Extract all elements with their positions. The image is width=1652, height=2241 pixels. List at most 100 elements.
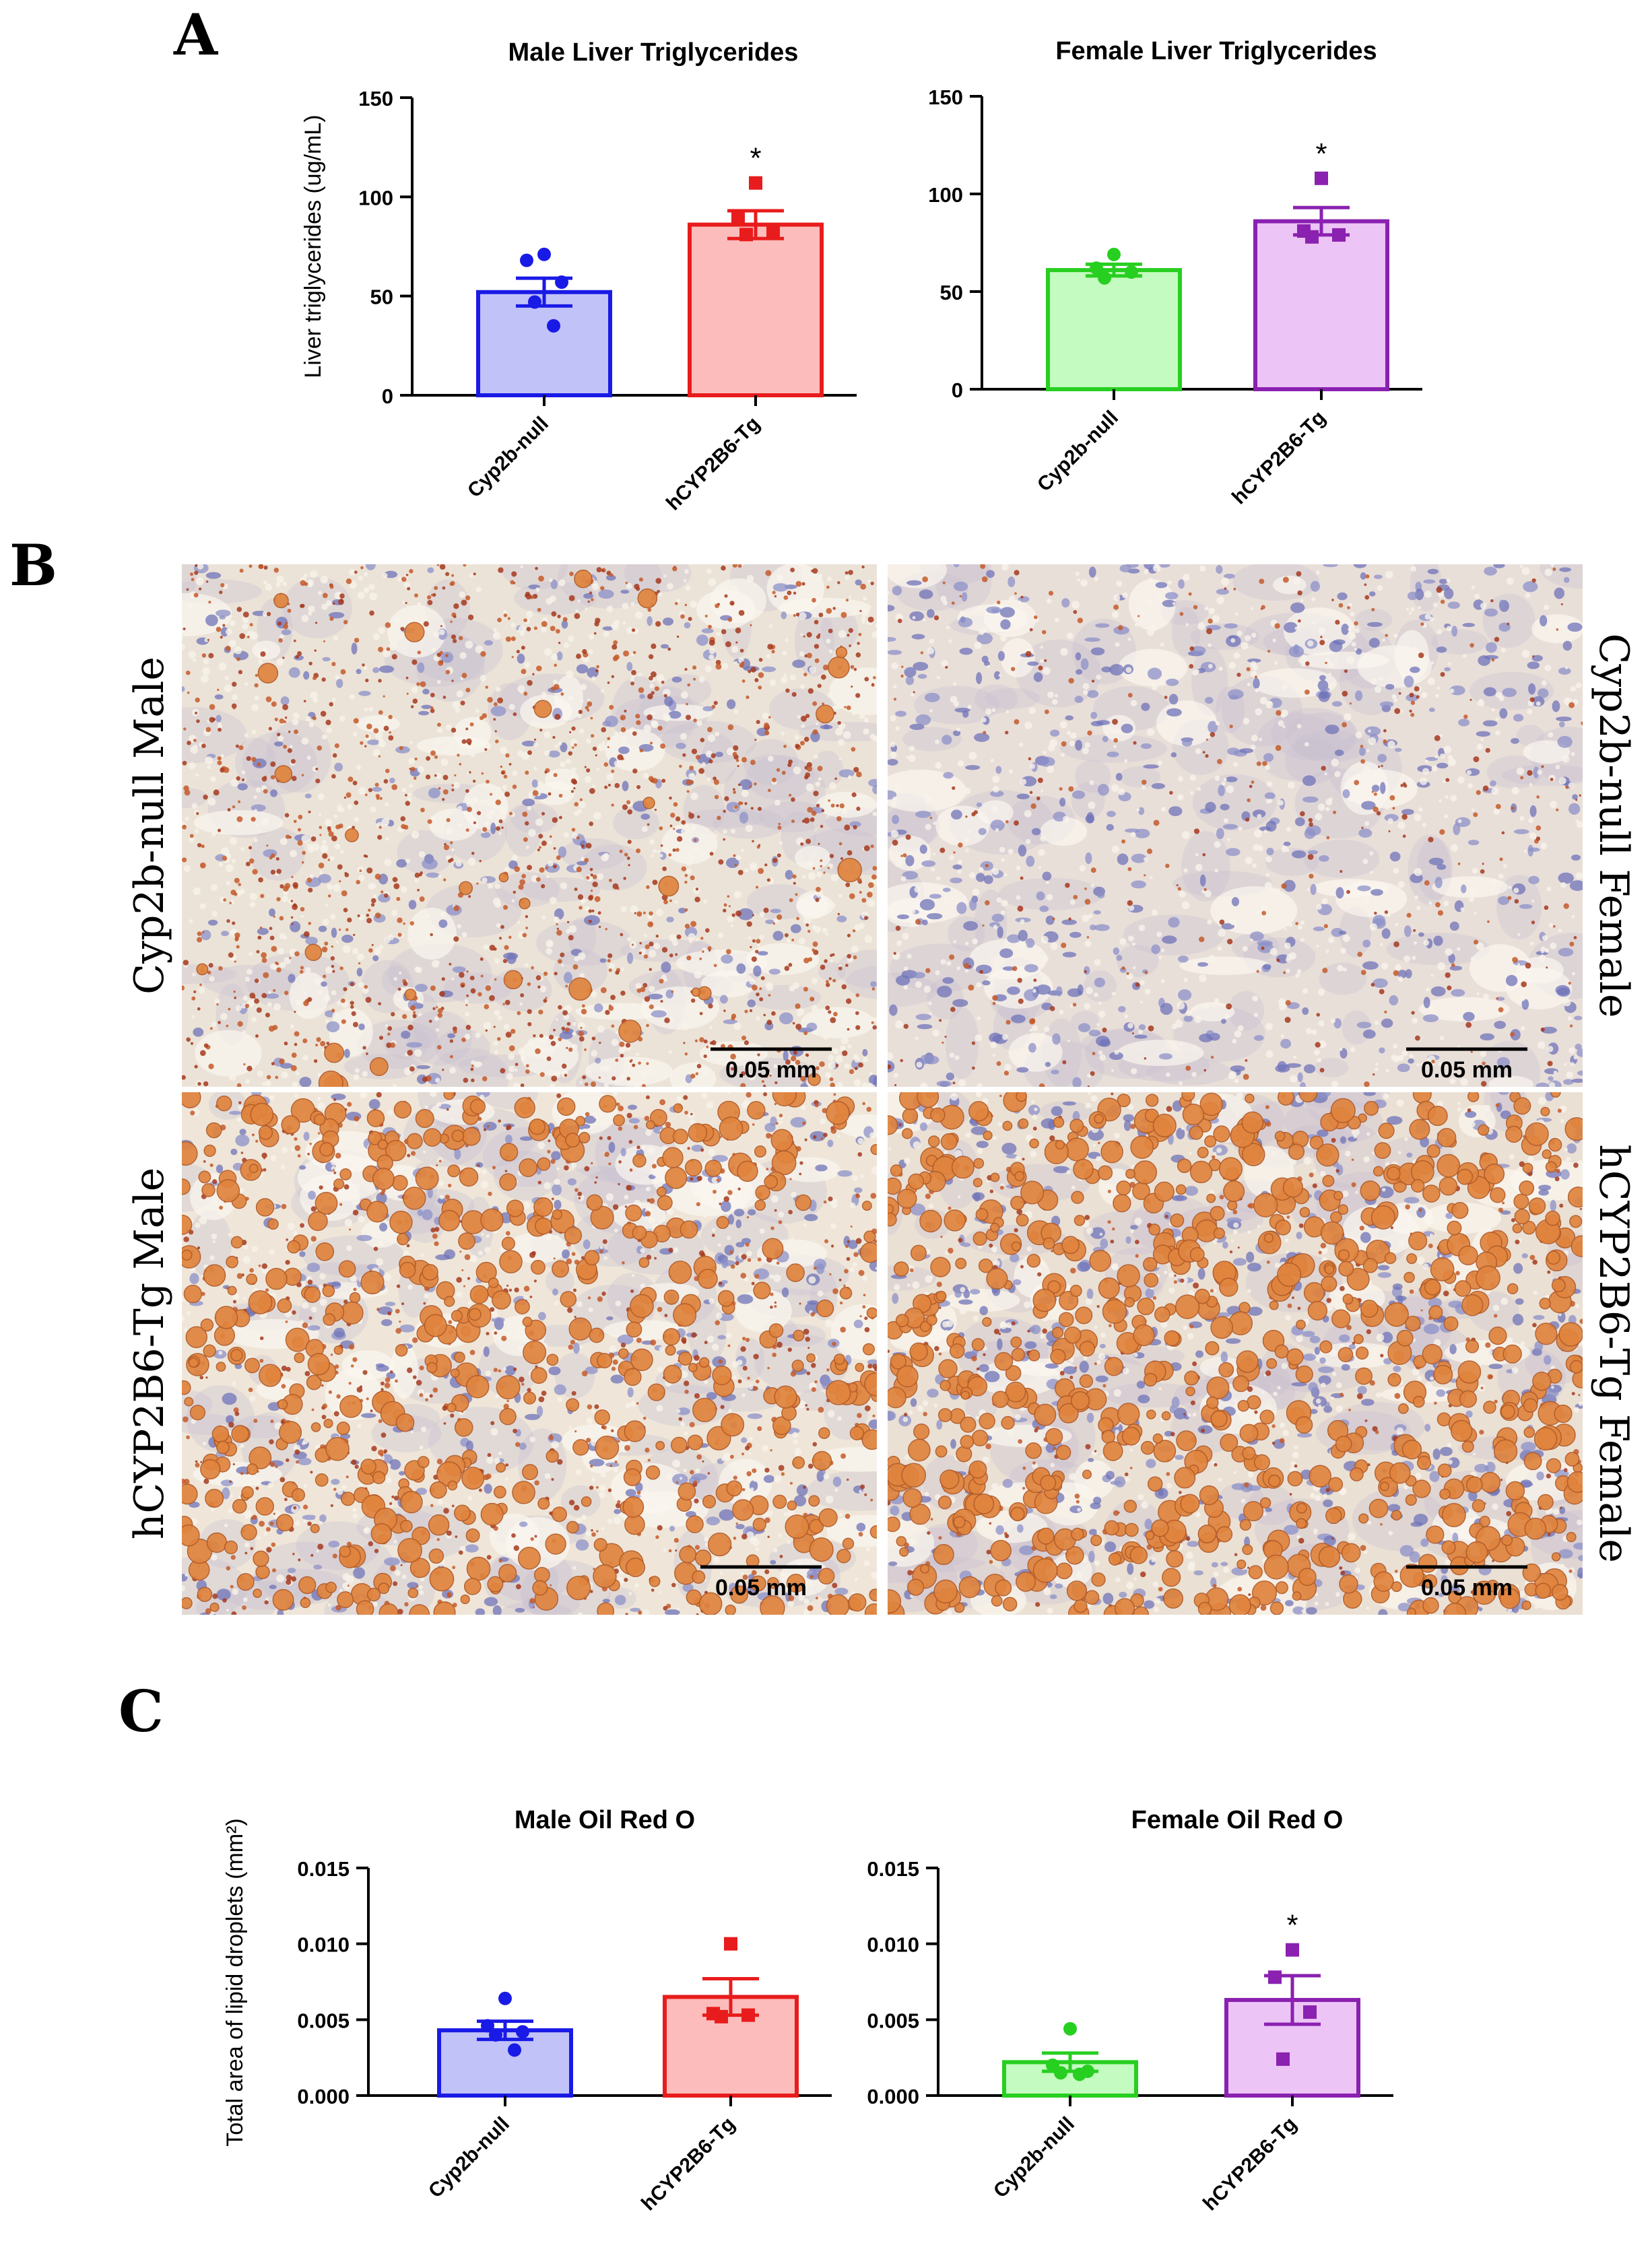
nucleus xyxy=(1455,817,1471,828)
lipid-dot xyxy=(642,982,648,988)
lipid-dot xyxy=(796,916,799,921)
lipid-dot xyxy=(556,923,558,926)
vacuole xyxy=(1150,624,1158,632)
vacuole xyxy=(1234,1030,1242,1038)
nucleus xyxy=(1181,739,1193,747)
lipid-dot xyxy=(758,867,764,874)
lipid-dot xyxy=(867,882,874,888)
nucleus xyxy=(1449,685,1465,696)
nucleus xyxy=(401,1030,411,1039)
lipid-dot xyxy=(730,1067,734,1071)
nucleus xyxy=(873,1076,877,1087)
vacuole xyxy=(310,691,318,700)
vacuole xyxy=(434,1016,440,1022)
lipid-dot xyxy=(233,990,236,993)
nucleus xyxy=(1165,678,1179,686)
vacuole xyxy=(251,999,255,1003)
lipid-dot xyxy=(632,1063,636,1067)
vacuole xyxy=(730,924,734,927)
vacuole xyxy=(1429,616,1434,622)
nucleus xyxy=(608,1141,616,1153)
vacuole xyxy=(593,811,601,820)
lipid-dot xyxy=(636,784,641,789)
nucleus xyxy=(963,921,979,931)
lipid-dot xyxy=(412,1013,417,1018)
nucleus xyxy=(189,1273,199,1285)
lipid-dot xyxy=(1394,708,1401,714)
lipid-dot xyxy=(1308,817,1313,823)
nucleus xyxy=(1428,707,1435,712)
vacuole xyxy=(647,1069,653,1075)
vacuole xyxy=(835,727,843,736)
lipid-dot xyxy=(812,941,818,947)
lipid-dot xyxy=(545,997,548,999)
lipid-dot xyxy=(1029,628,1033,632)
vacuole xyxy=(958,760,962,766)
data-point xyxy=(508,2043,521,2057)
lipid-dot xyxy=(238,800,241,803)
vacuole xyxy=(941,660,948,667)
vacuole xyxy=(1508,885,1512,890)
lipid-dot xyxy=(601,727,607,733)
vacuole xyxy=(733,891,741,899)
vacuole xyxy=(869,1072,873,1075)
nucleus xyxy=(837,1170,853,1177)
nucleus xyxy=(849,821,861,828)
vacuole xyxy=(1127,1022,1133,1029)
vacuole xyxy=(1517,933,1521,936)
lipid-dot xyxy=(758,672,764,678)
vacuole xyxy=(1195,748,1201,755)
vacuole xyxy=(838,894,842,898)
vacuole xyxy=(1553,638,1558,643)
lipid-dot xyxy=(985,900,990,906)
lipid-droplet xyxy=(324,1042,345,1063)
lipid-dot xyxy=(222,855,228,861)
vacuole xyxy=(268,991,271,995)
lipid-dot xyxy=(498,700,502,703)
vacuole xyxy=(1141,785,1146,790)
vacuole xyxy=(1457,947,1461,951)
nucleus xyxy=(1575,1043,1582,1050)
lipid-dot xyxy=(845,964,849,967)
lipid-dot xyxy=(1141,779,1147,785)
vacuole xyxy=(684,569,689,574)
nucleus xyxy=(306,1263,321,1273)
nucleus xyxy=(1505,974,1518,986)
vacuole xyxy=(923,985,931,993)
lipid-dot xyxy=(189,834,194,838)
lipid-dot xyxy=(1392,807,1395,810)
vacuole xyxy=(768,624,773,628)
lipid-dot xyxy=(495,799,501,805)
nucleus xyxy=(1502,688,1517,698)
nucleus xyxy=(941,735,952,745)
nucleus xyxy=(888,605,895,611)
lipid-dot xyxy=(715,659,721,665)
vacuole xyxy=(1131,942,1136,946)
vacuole xyxy=(991,805,998,812)
lipid-dot xyxy=(741,1035,747,1040)
nucleus xyxy=(1557,735,1573,748)
nucleus xyxy=(399,1324,415,1333)
nucleus xyxy=(605,574,616,581)
lipid-dot xyxy=(405,676,409,679)
lipid-dot xyxy=(1385,634,1389,637)
lipid-dot xyxy=(232,805,236,809)
nucleus xyxy=(999,948,1014,958)
lipid-dot xyxy=(1365,574,1370,578)
vacuole xyxy=(606,605,614,613)
lipid-dot xyxy=(1389,795,1395,801)
vacuole xyxy=(246,968,253,975)
lipid-dot xyxy=(1439,829,1445,835)
lipid-dot xyxy=(587,709,590,712)
lipid-dot xyxy=(445,572,450,576)
chart-title: Male Oil Red O xyxy=(515,1806,695,1834)
vacuole xyxy=(622,621,626,625)
vacuole xyxy=(731,828,736,834)
lipid-dot xyxy=(275,1075,279,1079)
lipid-dot xyxy=(965,815,968,818)
vacuole xyxy=(182,644,185,650)
lipid-dot xyxy=(581,1009,587,1015)
nucleus xyxy=(452,966,466,973)
lipid-dot xyxy=(409,921,414,926)
nucleus xyxy=(1422,1014,1439,1022)
